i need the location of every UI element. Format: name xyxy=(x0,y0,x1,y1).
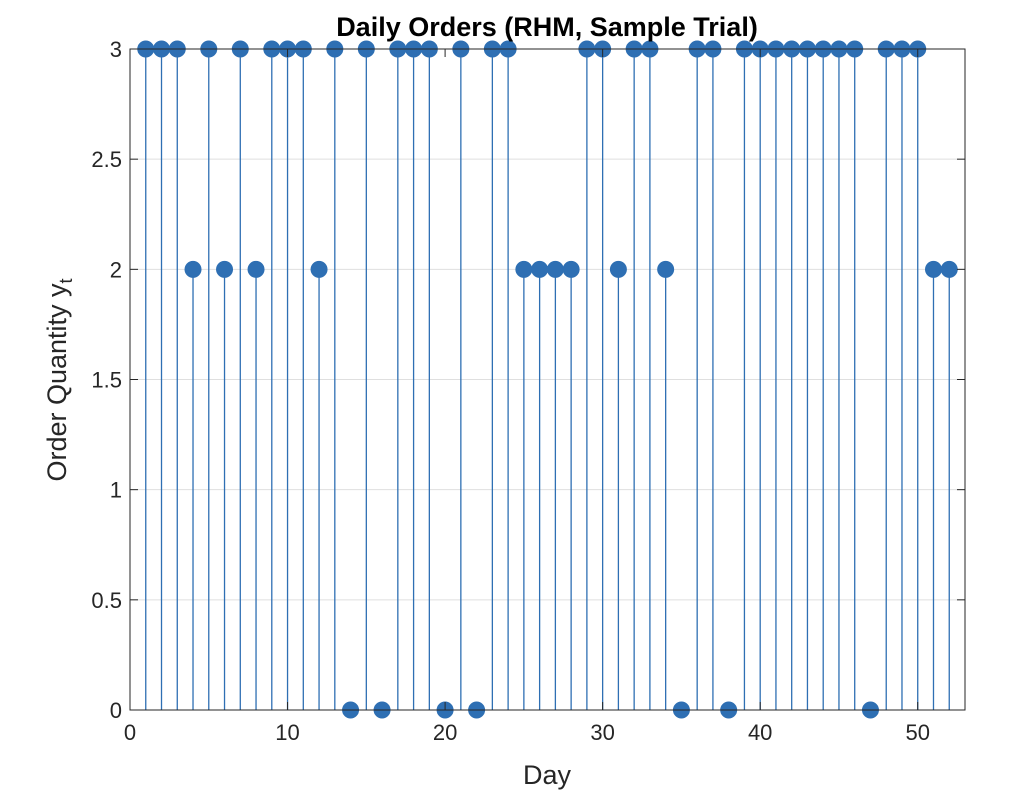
marker-day-26 xyxy=(531,260,549,278)
marker-day-28 xyxy=(562,260,580,278)
y-tick-label-2: 1 xyxy=(110,478,122,503)
y-axis-label-subscript: t xyxy=(56,278,76,283)
chart-title: Daily Orders (RHM, Sample Trial) xyxy=(336,12,758,42)
y-axis-label-main: Order Quantity y xyxy=(42,283,72,482)
marker-day-4 xyxy=(184,260,202,278)
marker-day-27 xyxy=(546,260,564,278)
marker-day-8 xyxy=(247,260,265,278)
stem-lines xyxy=(145,49,950,710)
x-axis-label: Day xyxy=(523,760,572,790)
marker-day-52 xyxy=(940,260,958,278)
marker-day-25 xyxy=(515,260,533,278)
x-tick-label-5: 50 xyxy=(905,720,929,745)
y-tick-label-5: 2.5 xyxy=(91,147,122,172)
marker-day-51 xyxy=(924,260,942,278)
x-tick-labels: 0 10 20 30 40 50 xyxy=(124,720,930,745)
marker-day-34 xyxy=(657,260,675,278)
x-tick-label-0: 0 xyxy=(124,720,136,745)
x-tick-label-1: 10 xyxy=(275,720,299,745)
axis-ticks xyxy=(129,48,965,711)
y-tick-label-0: 0 xyxy=(110,698,122,723)
y-tick-label-4: 2 xyxy=(110,257,122,282)
x-tick-label-2: 20 xyxy=(433,720,457,745)
y-tick-labels: 0 0.5 1 1.5 2 2.5 3 xyxy=(91,37,122,723)
marker-day-12 xyxy=(310,260,328,278)
marker-day-6 xyxy=(216,260,234,278)
y-tick-label-3: 1.5 xyxy=(91,368,122,393)
y-axis-label: Order Quantity yt xyxy=(42,278,76,481)
x-tick-label-3: 30 xyxy=(590,720,614,745)
y-tick-label-6: 3 xyxy=(110,37,122,62)
marker-day-31 xyxy=(609,260,627,278)
y-tick-label-1: 0.5 xyxy=(91,588,122,613)
x-tick-label-4: 40 xyxy=(748,720,772,745)
